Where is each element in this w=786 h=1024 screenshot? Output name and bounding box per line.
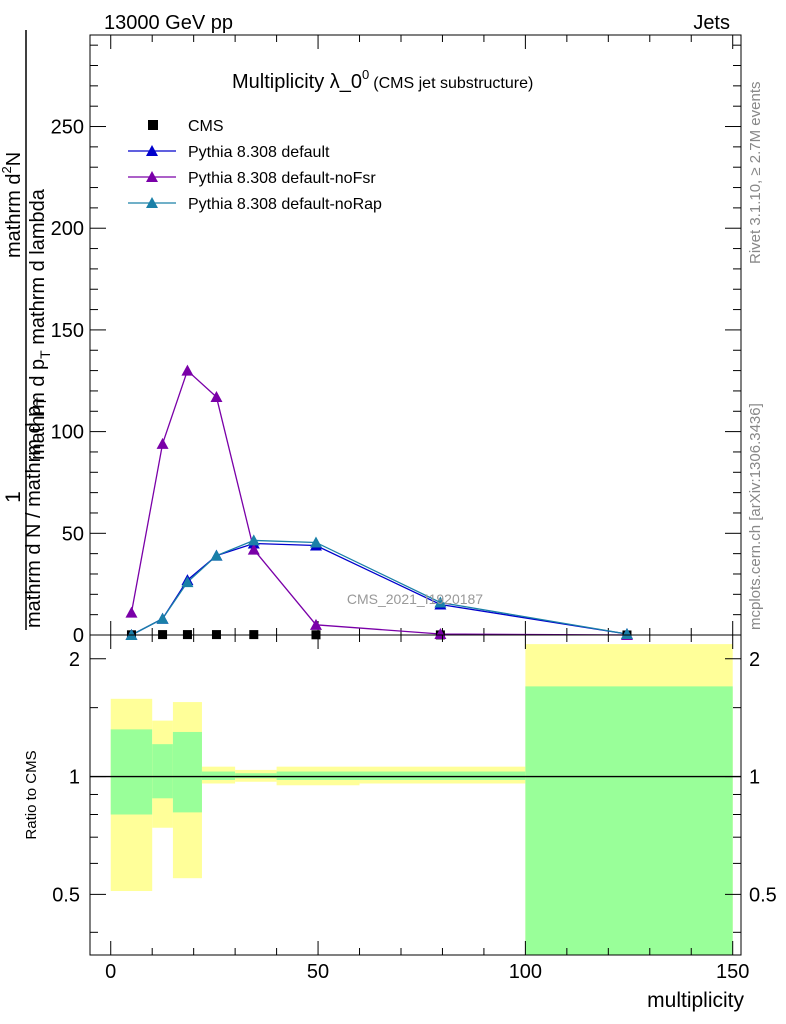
legend-marker-square <box>148 120 158 130</box>
data-point-triangle <box>434 627 447 639</box>
analysis-watermark: CMS_2021_I1920187 <box>347 591 483 607</box>
legend-entry-label: Pythia 8.308 default-noFsr <box>188 170 376 187</box>
y-tick-label: 150 <box>51 320 84 342</box>
legend-entry-label: CMS <box>188 118 224 135</box>
data-point-triangle <box>125 606 138 618</box>
data-point-triangle <box>434 596 447 608</box>
ratio-axis-ticks: 0.5 0.5 1 1 2 2 0 50 100 150 <box>52 635 777 983</box>
x-tick-label: 50 <box>307 961 329 983</box>
ratio-plot-panel: 0.5 0.5 1 1 2 2 0 50 100 150 Ratio to CMS multipl… <box>23 634 777 1012</box>
ratio-stat-band <box>359 771 526 780</box>
data-point-triangle <box>309 536 322 548</box>
ratio-stat-band <box>235 773 277 779</box>
rivet-version-label: Rivet 3.1.10, ≥ 2.7M events <box>747 82 764 265</box>
main-y-axis-label: 1 mathrm d N / mathrm d pT mathrm d2N ma… <box>0 30 53 630</box>
legend-marker-triangle <box>146 171 158 182</box>
x-tick-label: 100 <box>509 961 542 983</box>
legend-marker-triangle <box>146 197 158 208</box>
ratio-y-tick-label-right: 1 <box>749 767 760 789</box>
y-tick-label: 200 <box>51 218 84 240</box>
legend-marker-triangle <box>146 145 158 156</box>
data-point-triangle <box>309 618 322 630</box>
y-tick-label: 50 <box>62 523 84 545</box>
data-point-triangle <box>247 543 260 555</box>
ratio-stat-band <box>201 771 236 780</box>
data-point-triangle <box>620 627 633 639</box>
data-point-triangle <box>210 391 223 403</box>
data-point-triangle <box>247 534 260 546</box>
legend-entry-label: Pythia 8.308 default <box>188 144 330 161</box>
y-label-numerator: mathrm d2N <box>0 152 25 258</box>
ratio-y-tick-label-right: 2 <box>749 649 760 671</box>
main-series-lines <box>130 369 628 636</box>
y-label-denominator-2: mathrm d pT mathrm d lambda <box>27 188 53 460</box>
y-tick-label: 0 <box>73 625 84 647</box>
plot-title: Multiplicity λ_00 (CMS jet substructure) <box>232 67 533 93</box>
data-point-triangle <box>156 437 169 449</box>
plot-title-sup: 0 <box>362 67 369 82</box>
legend-entry-label: Pythia 8.308 default-noRap <box>188 196 382 213</box>
header-process-label: Jets <box>693 12 730 34</box>
y-label-denominator: mathrm d N / mathrm d pT <box>23 397 49 628</box>
ratio-y-tick-label: 2 <box>69 649 80 671</box>
x-tick-label: 150 <box>716 961 749 983</box>
data-point-triangle <box>181 364 194 376</box>
ratio-stat-band <box>276 771 360 780</box>
ratio-y-tick-label-right: 0.5 <box>749 884 777 906</box>
x-tick-label: 0 <box>105 961 116 983</box>
ratio-plot-frame <box>89 634 742 956</box>
mcplots-reference-label: mcplots.cern.ch [arXiv:1306.3436] <box>747 403 764 630</box>
y-tick-label: 100 <box>51 422 84 444</box>
y-label-prefix: 1 <box>2 491 25 503</box>
ratio-y-tick-label: 1 <box>69 767 80 789</box>
ratio-y-tick-label: 0.5 <box>52 884 80 906</box>
series-line <box>131 539 628 636</box>
ratio-stat-band <box>152 744 173 799</box>
series-line <box>130 369 627 636</box>
legend: CMS Pythia 8.308 default Pythia 8.308 defa… <box>128 118 382 213</box>
ratio-stat-band <box>110 729 153 815</box>
header-energy-label: 13000 GeV pp <box>104 12 233 34</box>
data-point-triangle <box>210 549 223 561</box>
ratio-uncertainty-bands <box>90 644 741 955</box>
ratio-stat-band <box>525 686 733 955</box>
data-point-triangle <box>156 612 169 624</box>
data-point-triangle <box>181 576 194 588</box>
main-axis-ticks: 0 50 100 150 200 250 <box>51 35 741 647</box>
plot-title-sub: (CMS jet substructure) <box>373 75 533 92</box>
y-tick-label: 250 <box>51 117 84 139</box>
ratio-stat-band <box>172 731 202 813</box>
ratio-y-axis-label: Ratio to CMS <box>23 750 40 839</box>
plot-title-main: Multiplicity λ_0 <box>232 71 362 93</box>
x-axis-label: multiplicity <box>647 989 744 1012</box>
